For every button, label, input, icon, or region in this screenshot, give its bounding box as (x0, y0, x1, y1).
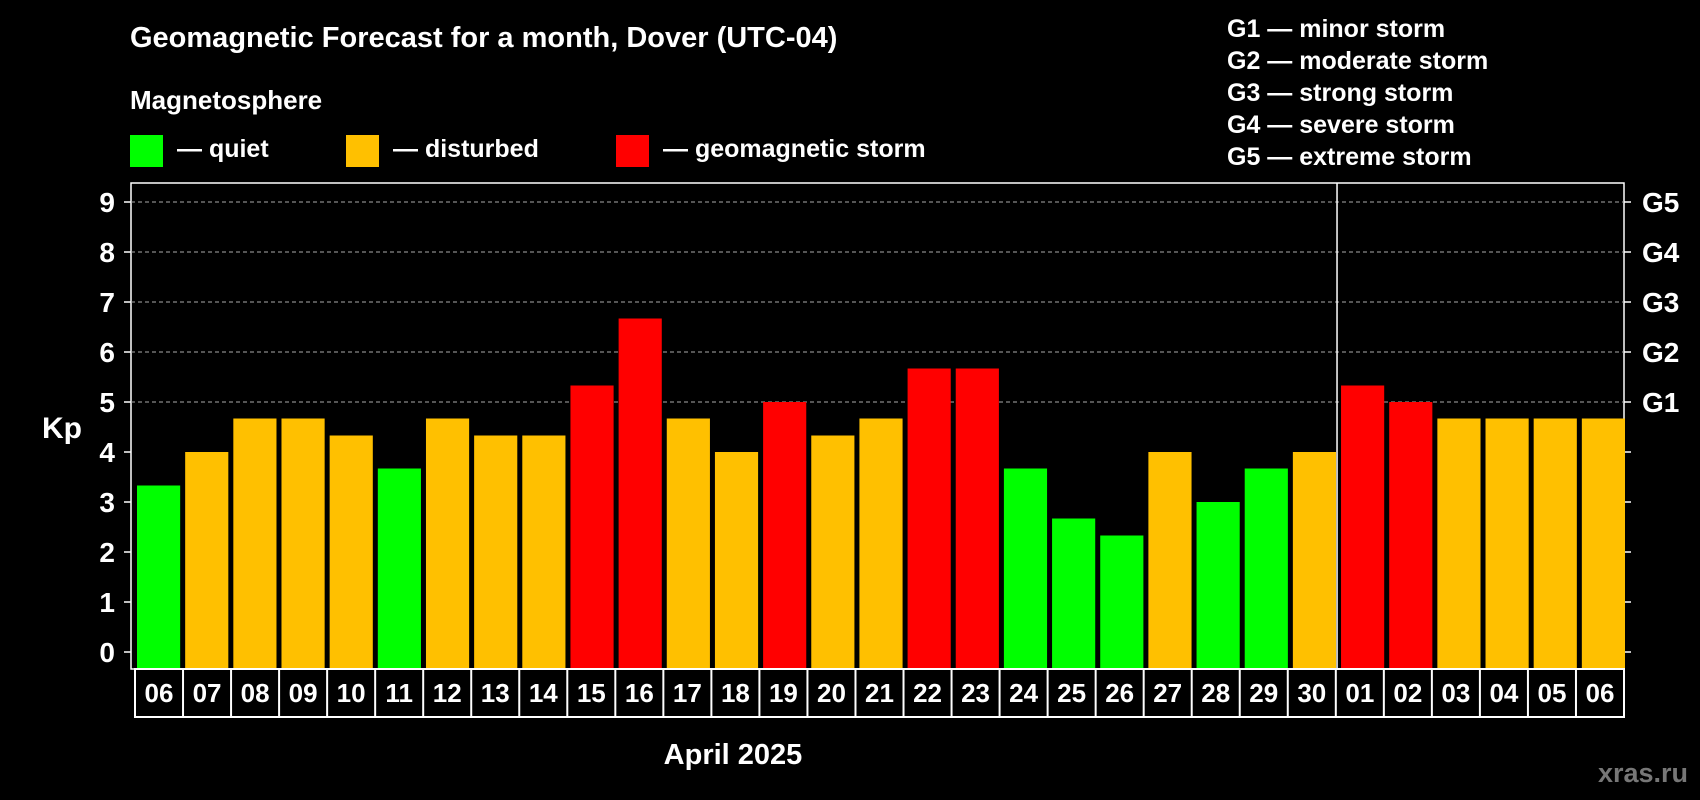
bar-25-30 (1292, 452, 1337, 668)
x-tick-label-2-07: 07 (193, 678, 222, 708)
x-tick-label-28-03: 03 (1441, 678, 1470, 708)
bar-10-15 (570, 385, 614, 668)
x-tick-label-23-28: 28 (1201, 678, 1230, 708)
x-tick-label-8-13: 13 (481, 678, 510, 708)
x-tick-label-24-29: 29 (1249, 678, 1278, 708)
bar-29-04 (1485, 418, 1529, 668)
watermark: xras.ru (1598, 758, 1688, 788)
y-tick-label-7: 7 (99, 287, 115, 318)
bar-19-24 (1003, 468, 1048, 668)
bar-31-06 (1581, 418, 1625, 668)
bar-7-12 (425, 418, 470, 668)
x-tick-label-3-08: 08 (241, 678, 270, 708)
x-tick-label-13-18: 18 (721, 678, 750, 708)
right-axis-label-g3: G3 (1642, 287, 1679, 318)
x-tick-label-17-22: 22 (913, 678, 942, 708)
x-tick-label-19-24: 24 (1009, 678, 1038, 708)
x-tick-label-29-04: 04 (1489, 678, 1518, 708)
legend-label-disturbed: — disturbed (393, 135, 539, 163)
y-tick-label-4: 4 (99, 437, 115, 468)
bar-12-17 (666, 418, 710, 668)
bar-21-26 (1100, 535, 1144, 668)
x-tick-label-15-20: 20 (817, 678, 846, 708)
bar-9-14 (522, 435, 566, 668)
x-tick-label-21-26: 26 (1105, 678, 1134, 708)
bar-27-02 (1389, 402, 1433, 668)
bar-26-01 (1341, 385, 1385, 668)
y-axis-label: Kp (42, 412, 82, 445)
storm-scale-g3: G3 — strong storm (1227, 79, 1453, 107)
storm-scale-g2: G2 — moderate storm (1227, 47, 1488, 75)
storm-scale-legend: G1 — minor storm G2 — moderate storm G3 … (1227, 15, 1488, 171)
bar-23-28 (1196, 502, 1240, 668)
bar-13-18 (714, 452, 759, 668)
bar-14-19 (763, 402, 807, 668)
x-tick-label-6-11: 11 (385, 678, 413, 708)
bar-4-09 (281, 418, 325, 668)
x-tick-label-25-30: 30 (1297, 678, 1326, 708)
storm-scale-g1: G1 — minor storm (1227, 15, 1445, 43)
bar-8-13 (474, 435, 518, 668)
legend: — quiet — disturbed — geomagnetic storm (130, 135, 926, 167)
y-tick-label-5: 5 (99, 387, 115, 418)
x-tick-label-1-06: 06 (145, 678, 174, 708)
bar-1-06 (137, 485, 181, 668)
legend-swatch-storm (616, 135, 649, 167)
y-tick-label-1: 1 (99, 587, 115, 618)
bar-6-11 (377, 468, 421, 668)
y-tick-label-9: 9 (99, 187, 115, 218)
bar-30-05 (1533, 418, 1577, 668)
x-tick-label-12-17: 17 (673, 678, 702, 708)
right-axis-label-g5: G5 (1642, 187, 1679, 218)
bar-15-20 (811, 435, 855, 668)
bar-2-07 (185, 452, 229, 668)
y-tick-label-0: 0 (99, 637, 115, 668)
bar-28-03 (1437, 418, 1481, 668)
bar-16-21 (859, 418, 903, 668)
legend-heading: Magnetosphere (130, 85, 322, 115)
right-axis-label-g1: G1 (1642, 387, 1679, 418)
y-tick-label-2: 2 (99, 537, 115, 568)
date-cells-frame (134, 668, 1625, 718)
x-tick-label-22-27: 27 (1153, 678, 1182, 708)
x-tick-label-18-23: 23 (961, 678, 990, 708)
x-axis-label: April 2025 (664, 739, 803, 771)
bar-3-08 (233, 418, 277, 668)
x-tick-label-16-21: 21 (865, 678, 894, 708)
x-tick-label-11-16: 16 (625, 678, 654, 708)
x-tick-label-4-09: 09 (289, 678, 318, 708)
y-tick-label-8: 8 (99, 237, 115, 268)
y-tick-label-3: 3 (99, 487, 115, 518)
chart-title: Geomagnetic Forecast for a month, Dover … (130, 22, 837, 54)
y-tick-label-6: 6 (99, 337, 115, 368)
right-axis-label-g2: G2 (1642, 337, 1679, 368)
x-tick-label-7-12: 12 (433, 678, 462, 708)
x-tick-label-31-06: 06 (1586, 678, 1615, 708)
bar-18-23 (955, 368, 999, 668)
x-tick-label-20-25: 25 (1057, 678, 1086, 708)
bar-11-16 (618, 318, 662, 668)
bar-20-25 (1052, 518, 1096, 668)
legend-swatch-disturbed (346, 135, 379, 167)
x-tick-label-5-10: 10 (337, 678, 366, 708)
right-axis-label-g4: G4 (1642, 237, 1680, 268)
bar-17-22 (907, 368, 951, 668)
x-tick-label-26-01: 01 (1345, 678, 1374, 708)
legend-label-quiet: — quiet (177, 135, 269, 163)
x-tick-label-30-05: 05 (1537, 678, 1566, 708)
legend-swatch-quiet (130, 135, 163, 167)
bar-22-27 (1148, 452, 1192, 668)
storm-scale-g5: G5 — extreme storm (1227, 143, 1472, 171)
bar-5-10 (329, 435, 373, 668)
x-tick-label-9-14: 14 (529, 678, 558, 708)
x-tick-label-14-19: 19 (769, 678, 798, 708)
storm-scale-g4: G4 — severe storm (1227, 111, 1455, 139)
x-tick-label-27-02: 02 (1393, 678, 1422, 708)
x-tick-label-10-15: 15 (577, 678, 606, 708)
legend-label-storm: — geomagnetic storm (663, 135, 926, 163)
bar-24-29 (1244, 468, 1288, 668)
